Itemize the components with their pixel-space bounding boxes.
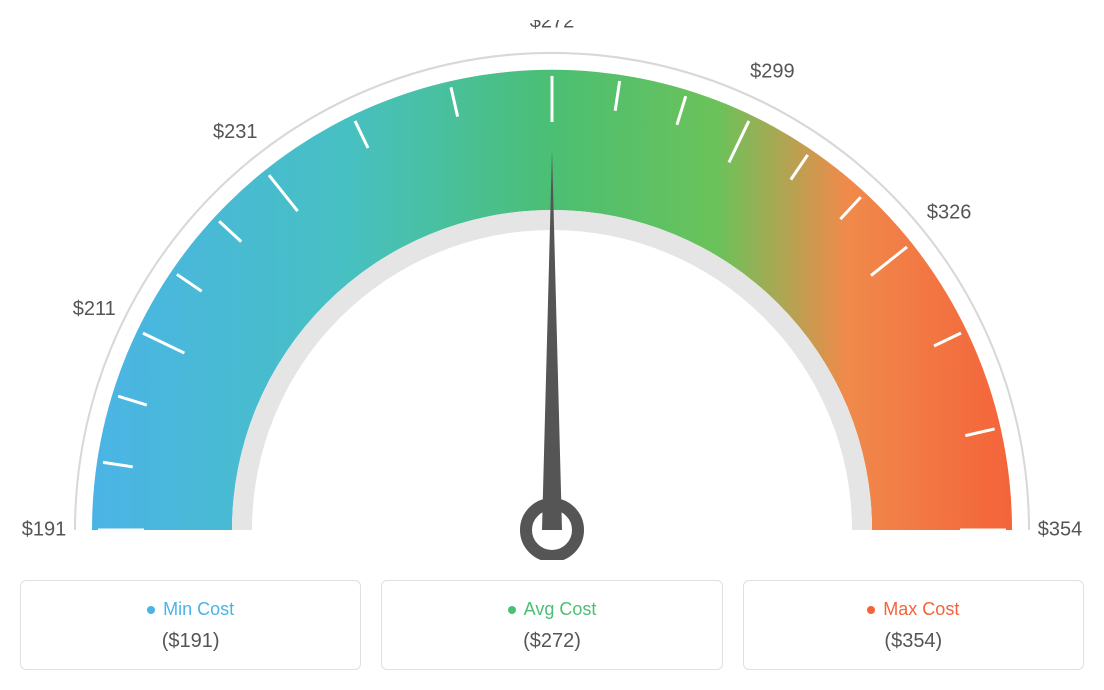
- legend-label-min: Min Cost: [147, 599, 234, 620]
- legend-row: Min Cost ($191) Avg Cost ($272) Max Cost…: [20, 580, 1084, 670]
- legend-value-min: ($191): [31, 630, 350, 653]
- gauge-tick-label: $211: [73, 298, 116, 320]
- legend-value-max: ($354): [754, 630, 1073, 653]
- gauge-tick-label: $231: [213, 121, 258, 143]
- legend-label-max: Max Cost: [867, 599, 959, 620]
- legend-card-max: Max Cost ($354): [743, 580, 1084, 670]
- gauge-tick-label: $326: [927, 202, 972, 224]
- legend-value-avg: ($272): [392, 630, 711, 653]
- legend-card-avg: Avg Cost ($272): [381, 580, 722, 670]
- legend-card-min: Min Cost ($191): [20, 580, 361, 670]
- gauge-tick-label: $191: [22, 518, 67, 540]
- gauge-tick-label: $299: [750, 61, 795, 83]
- gauge-chart: $191 $211 $231 $272 $299 $326 $354: [20, 20, 1084, 560]
- gauge-tick-label: $354: [1038, 518, 1083, 540]
- legend-label-avg: Avg Cost: [508, 599, 597, 620]
- gauge-tick-label: $272: [530, 20, 575, 32]
